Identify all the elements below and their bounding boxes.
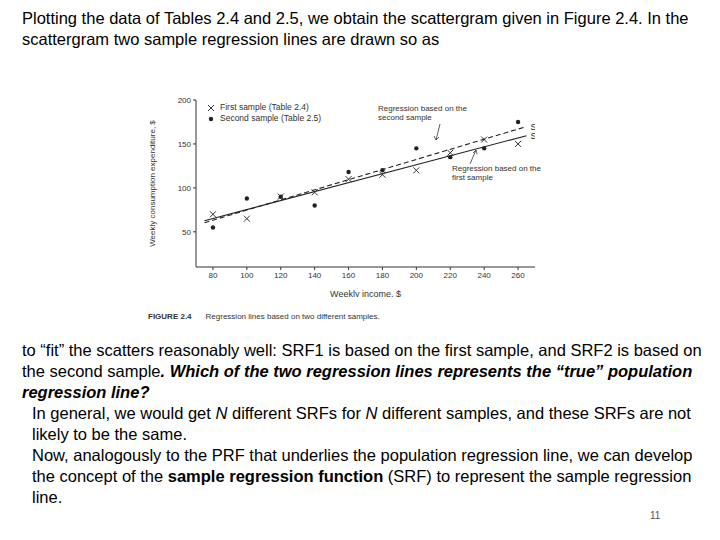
html-text:11: 11: [650, 510, 661, 521]
html-text:Regression based on the first: Regression based on the first sample: [452, 164, 541, 182]
svg-text:Weekly income, $: Weekly income, $: [330, 289, 401, 297]
svg-text:80: 80: [208, 271, 217, 280]
html-text:FIGURE 2.4: FIGURE 2.4: [148, 312, 192, 321]
svg-text:150: 150: [178, 140, 192, 149]
svg-text:120: 120: [274, 271, 288, 280]
svg-text:180: 180: [376, 271, 390, 280]
svg-text:260: 260: [511, 271, 525, 280]
html-text:to “fit” the scatters reasonab: to “fit” the scatters reasonably well: S…: [22, 341, 702, 401]
html-text:Now, analogously to the PRF th: Now, analogously to the PRF that underli…: [32, 446, 693, 506]
svg-text:SRF1: SRF1: [531, 131, 535, 141]
svg-text:Weekly consumption expenditure: Weekly consumption expenditure, $: [148, 120, 157, 247]
svg-text:100: 100: [240, 271, 254, 280]
html-text:Regression lines based on two: Regression lines based on two different …: [205, 312, 380, 321]
svg-text:240: 240: [477, 271, 491, 280]
html-text:Regression based on the second: Regression based on the second sample: [378, 104, 467, 122]
svg-text:200: 200: [410, 271, 424, 280]
svg-text:200: 200: [178, 96, 192, 105]
html-text:Second sample (Table 2.5): Second sample (Table 2.5): [220, 113, 322, 123]
svg-text:220: 220: [444, 271, 458, 280]
svg-text:140: 140: [308, 271, 322, 280]
svg-text:50: 50: [182, 228, 191, 237]
html-text:Plotting the data of Tables 2.: Plotting the data of Tables 2.4 and 2.5,…: [22, 9, 689, 48]
svg-text:160: 160: [342, 271, 356, 280]
svg-text:100: 100: [178, 184, 192, 193]
html-text:First sample (Table 2.4): First sample (Table 2.4): [220, 102, 309, 112]
html-text:In general, we would get N dif: In general, we would get N different SRF…: [32, 404, 691, 443]
